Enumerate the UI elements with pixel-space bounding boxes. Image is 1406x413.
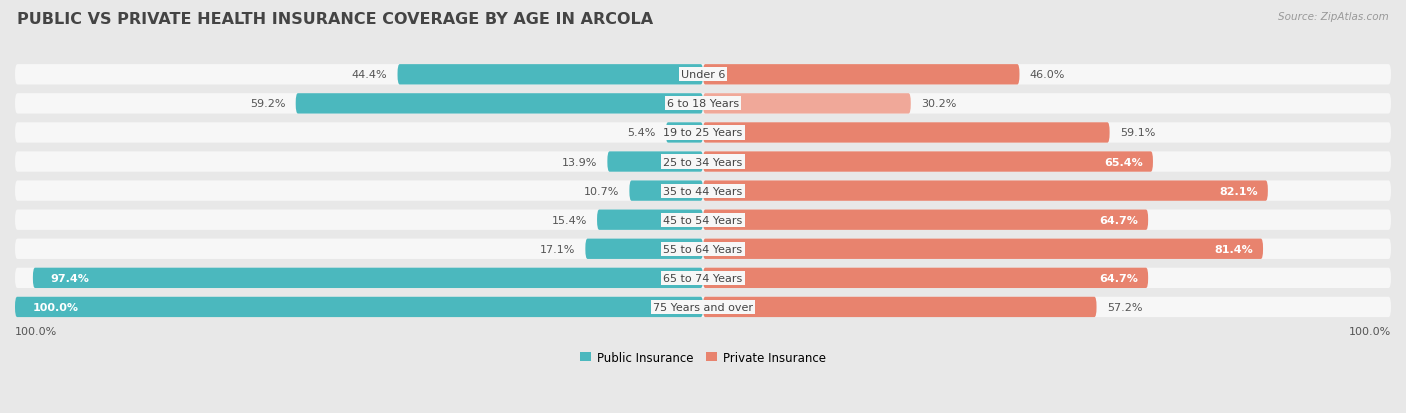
FancyBboxPatch shape	[585, 239, 703, 259]
Text: 81.4%: 81.4%	[1213, 244, 1253, 254]
Text: 82.1%: 82.1%	[1219, 186, 1257, 196]
Legend: Public Insurance, Private Insurance: Public Insurance, Private Insurance	[575, 347, 831, 369]
Text: 10.7%: 10.7%	[583, 186, 619, 196]
FancyBboxPatch shape	[703, 94, 911, 114]
Text: PUBLIC VS PRIVATE HEALTH INSURANCE COVERAGE BY AGE IN ARCOLA: PUBLIC VS PRIVATE HEALTH INSURANCE COVER…	[17, 12, 652, 27]
FancyBboxPatch shape	[598, 210, 703, 230]
Text: 13.9%: 13.9%	[561, 157, 598, 167]
Text: 100.0%: 100.0%	[15, 326, 58, 336]
FancyBboxPatch shape	[666, 123, 703, 143]
FancyBboxPatch shape	[607, 152, 703, 172]
Text: 100.0%: 100.0%	[32, 302, 79, 312]
FancyBboxPatch shape	[15, 94, 1391, 114]
Text: 15.4%: 15.4%	[551, 215, 586, 225]
Text: Under 6: Under 6	[681, 70, 725, 80]
Text: 25 to 34 Years: 25 to 34 Years	[664, 157, 742, 167]
Text: 59.1%: 59.1%	[1121, 128, 1156, 138]
FancyBboxPatch shape	[630, 181, 703, 201]
Text: 100.0%: 100.0%	[1348, 326, 1391, 336]
FancyBboxPatch shape	[703, 123, 1109, 143]
FancyBboxPatch shape	[295, 94, 703, 114]
Text: 19 to 25 Years: 19 to 25 Years	[664, 128, 742, 138]
FancyBboxPatch shape	[15, 268, 1391, 288]
Text: 6 to 18 Years: 6 to 18 Years	[666, 99, 740, 109]
Text: 64.7%: 64.7%	[1099, 273, 1137, 283]
FancyBboxPatch shape	[703, 181, 1268, 201]
FancyBboxPatch shape	[15, 297, 703, 317]
Text: 75 Years and over: 75 Years and over	[652, 302, 754, 312]
Text: 17.1%: 17.1%	[540, 244, 575, 254]
Text: 59.2%: 59.2%	[250, 99, 285, 109]
FancyBboxPatch shape	[398, 65, 703, 85]
FancyBboxPatch shape	[15, 152, 1391, 172]
FancyBboxPatch shape	[15, 239, 1391, 259]
FancyBboxPatch shape	[15, 123, 1391, 143]
FancyBboxPatch shape	[703, 210, 1149, 230]
Text: 5.4%: 5.4%	[627, 128, 655, 138]
FancyBboxPatch shape	[15, 181, 1391, 201]
FancyBboxPatch shape	[15, 210, 1391, 230]
Text: Source: ZipAtlas.com: Source: ZipAtlas.com	[1278, 12, 1389, 22]
FancyBboxPatch shape	[703, 268, 1149, 288]
Text: 45 to 54 Years: 45 to 54 Years	[664, 215, 742, 225]
Text: 46.0%: 46.0%	[1029, 70, 1066, 80]
Text: 65.4%: 65.4%	[1104, 157, 1143, 167]
FancyBboxPatch shape	[15, 297, 1391, 317]
FancyBboxPatch shape	[703, 297, 1097, 317]
FancyBboxPatch shape	[703, 239, 1263, 259]
FancyBboxPatch shape	[703, 65, 1019, 85]
Text: 57.2%: 57.2%	[1107, 302, 1142, 312]
Text: 97.4%: 97.4%	[51, 273, 89, 283]
Text: 30.2%: 30.2%	[921, 99, 956, 109]
Text: 65 to 74 Years: 65 to 74 Years	[664, 273, 742, 283]
Text: 35 to 44 Years: 35 to 44 Years	[664, 186, 742, 196]
FancyBboxPatch shape	[15, 65, 1391, 85]
Text: 64.7%: 64.7%	[1099, 215, 1137, 225]
Text: 44.4%: 44.4%	[352, 70, 387, 80]
FancyBboxPatch shape	[32, 268, 703, 288]
FancyBboxPatch shape	[703, 152, 1153, 172]
Text: 55 to 64 Years: 55 to 64 Years	[664, 244, 742, 254]
